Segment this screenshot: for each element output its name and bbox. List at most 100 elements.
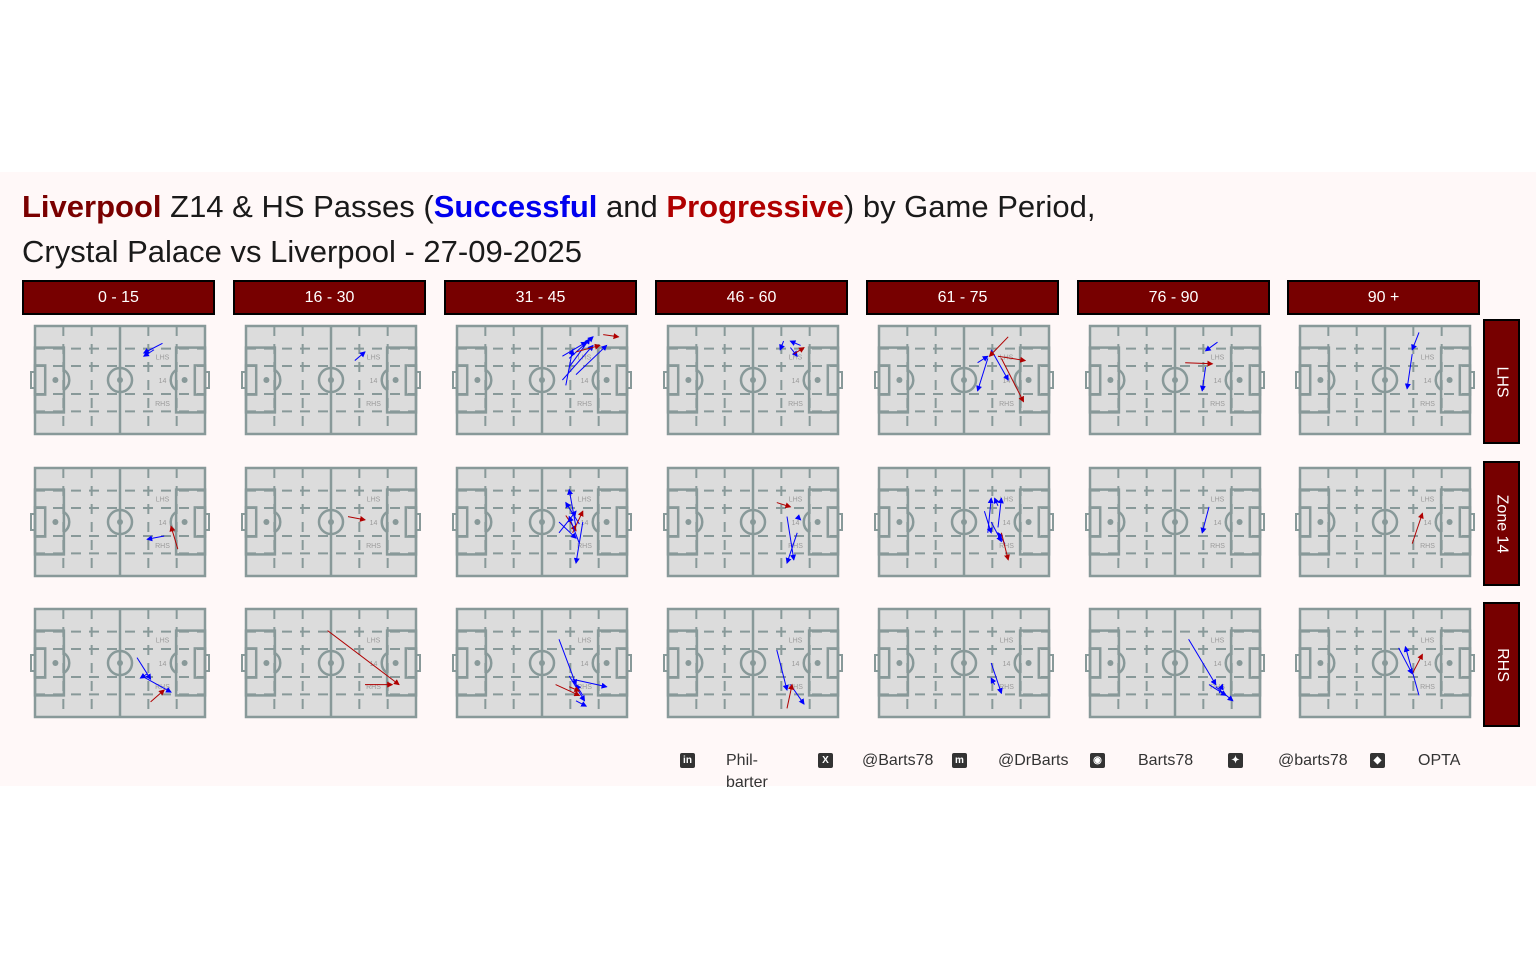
successful-pass-arrow (993, 497, 1000, 507)
penalty-spot-left (685, 660, 692, 666)
goal-left (30, 654, 36, 672)
penalty-spot-right (603, 519, 610, 525)
zone14-label: 14 (1214, 378, 1222, 385)
centre-circle (528, 366, 556, 394)
centre-circle (106, 508, 134, 536)
penalty-arc-left (485, 651, 493, 675)
centre-spot (328, 660, 334, 666)
centre-circle (1161, 649, 1189, 677)
lhs-label: LHS (578, 496, 592, 503)
successful-pass-arrow (786, 516, 796, 561)
figure: Liverpool Z14 & HS Passes (Successful an… (0, 172, 1536, 791)
successful-pass-arrow (997, 497, 1004, 528)
penalty-spot-left (685, 519, 692, 525)
penalty-spot-right (181, 377, 188, 383)
successful-pass-arrow (776, 649, 789, 691)
goal-right (626, 513, 632, 531)
goal-left (452, 513, 458, 531)
progressive-pass-arrow (793, 347, 805, 355)
zone14-label: 14 (1424, 378, 1432, 385)
penalty-spot-right (392, 377, 399, 383)
centre-spot (750, 519, 756, 525)
column-strip-7: 90 + (1287, 280, 1480, 315)
penalty-spot-right (181, 660, 188, 666)
zone14-label: 14 (581, 661, 589, 668)
penalty-arc-right (1434, 510, 1442, 534)
goal-left (1295, 371, 1301, 389)
successful-pass-arrow (146, 535, 165, 542)
goal-right (1259, 513, 1265, 531)
column-label: 16 - 30 (304, 289, 355, 306)
centre-circle (528, 649, 556, 677)
centre-spot (539, 377, 545, 383)
rhs-label: RHS (366, 401, 381, 408)
centre-spot (117, 519, 123, 525)
centre-spot (117, 660, 123, 666)
column-label: 61 - 75 (937, 289, 988, 306)
centre-spot (1382, 377, 1388, 383)
column-strip-4: 46 - 60 (655, 280, 848, 315)
goal-right (1048, 513, 1054, 531)
penalty-arc-left (274, 510, 282, 534)
goal-left (663, 513, 669, 531)
penalty-spot-right (814, 519, 821, 525)
penalty-spot-left (52, 660, 59, 666)
centre-spot (539, 660, 545, 666)
dropbox-icon: ◆ (1370, 753, 1385, 768)
centre-circle (1161, 366, 1189, 394)
rhs-label: RHS (366, 684, 381, 691)
footer-credit-text: @barts78 (1278, 752, 1348, 769)
zone14-label: 14 (370, 661, 378, 668)
penalty-arc-right (591, 651, 599, 675)
goal-right (626, 371, 632, 389)
progressive-pass-arrow (603, 333, 620, 340)
rhs-label: RHS (999, 684, 1014, 691)
successful-pass-arrow (1217, 683, 1224, 694)
rhs-label: RHS (155, 543, 170, 550)
successful-pass-arrow (139, 672, 148, 679)
goal-left (452, 371, 458, 389)
penalty-spot-left (685, 377, 692, 383)
centre-circle (739, 649, 767, 677)
successful-pass-arrow (136, 657, 152, 681)
lhs-label: LHS (578, 637, 592, 644)
rhs-label: RHS (788, 543, 803, 550)
penalty-spot-right (1446, 519, 1453, 525)
penalty-arc-right (169, 651, 177, 675)
goal-right (1469, 654, 1475, 672)
penalty-spot-right (603, 660, 610, 666)
penalty-spot-left (263, 377, 270, 383)
centre-circle (317, 508, 345, 536)
goal-left (30, 513, 36, 531)
penalty-arc-right (802, 651, 810, 675)
lhs-label: LHS (1000, 637, 1014, 644)
zone14-label: 14 (581, 378, 589, 385)
penalty-spot-right (1025, 377, 1032, 383)
row-strip-lhs: LHS (1483, 319, 1520, 444)
penalty-spot-right (1446, 377, 1453, 383)
penalty-arc-right (591, 510, 599, 534)
successful-pass-arrow (1199, 366, 1207, 392)
penalty-arc-right (1013, 651, 1021, 675)
rhs-label: RHS (577, 401, 592, 408)
lhs-label: LHS (1421, 354, 1435, 361)
progressive-pass-arrow (169, 525, 179, 550)
centre-circle (317, 366, 345, 394)
successful-pass-arrow (575, 344, 608, 375)
successful-pass-arrow (565, 348, 575, 386)
successful-pass-arrow (575, 700, 588, 707)
penalty-spot-right (814, 660, 821, 666)
lhs-label: LHS (1421, 637, 1435, 644)
successful-pass-arrow (573, 521, 584, 565)
lhs-label: LHS (367, 354, 381, 361)
successful-pass-arrow (1403, 645, 1420, 696)
goal-left (1085, 371, 1091, 389)
penalty-spot-left (474, 377, 481, 383)
penalty-spot-left (263, 519, 270, 525)
